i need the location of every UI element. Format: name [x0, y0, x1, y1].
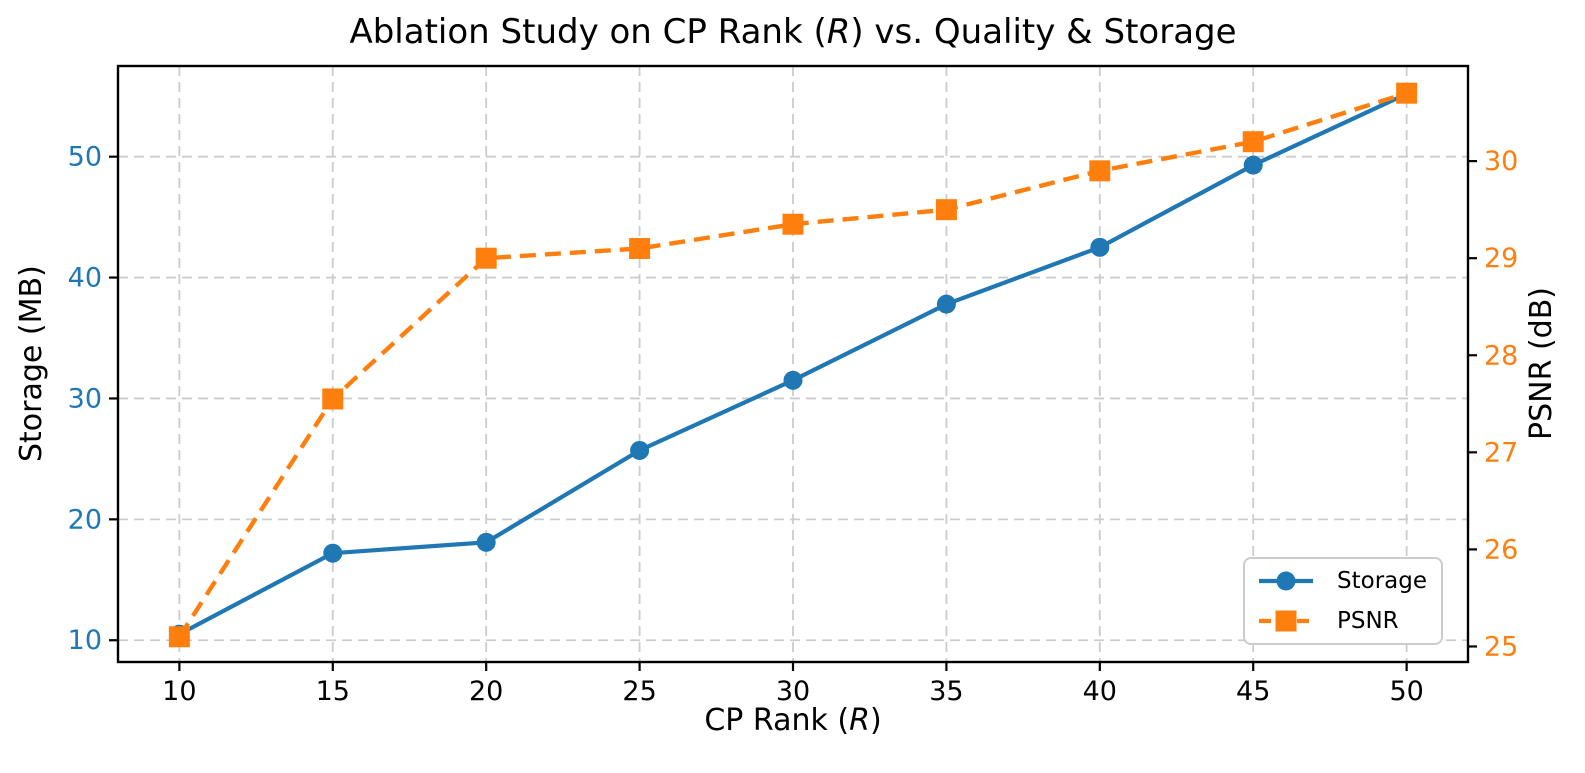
- legend-label: Storage: [1337, 568, 1427, 594]
- storage-marker: [476, 532, 496, 552]
- x-tick-label: 40: [1083, 676, 1117, 707]
- right-tick-label: 25: [1484, 631, 1518, 662]
- psnr-marker: [475, 247, 497, 269]
- left-tick-label: 20: [68, 504, 102, 535]
- storage-marker: [323, 543, 343, 563]
- left-tick-label: 30: [68, 383, 102, 414]
- x-tick-label: 25: [622, 676, 656, 707]
- psnr-marker: [629, 237, 651, 259]
- psnr-marker: [1242, 131, 1264, 153]
- storage-marker: [1243, 155, 1263, 175]
- legend-item-storage: Storage: [1257, 565, 1441, 597]
- x-tick-label: 45: [1236, 676, 1270, 707]
- psnr-line-sample-icon: [1259, 610, 1313, 632]
- right-axis-label: PSNR (dB): [1524, 287, 1559, 441]
- right-tick-label: 29: [1484, 243, 1518, 274]
- x-tick-label: 15: [316, 676, 350, 707]
- x-tick-label: 30: [776, 676, 810, 707]
- storage-marker: [630, 440, 650, 460]
- legend-item-psnr: PSNR: [1257, 605, 1441, 637]
- tick-marks: [109, 155, 1477, 671]
- right-tick-label: 30: [1484, 146, 1518, 177]
- psnr-marker: [322, 388, 344, 410]
- right-tick-label: 26: [1484, 534, 1518, 565]
- left-axis-label: Storage (MB): [14, 265, 49, 463]
- psnr-marker: [168, 626, 190, 648]
- tick-labels: 10 15 20 25 30 35 40 45 50 10 20 30 40 50 25 26 27 28 29 30: [68, 142, 1519, 707]
- chart-title: Ablation Study on CP Rank (R) vs. Qualit…: [349, 12, 1237, 52]
- x-axis-label: CP Rank (R): [704, 703, 882, 738]
- storage-marker: [783, 370, 803, 390]
- legend: Storage PSNR: [1243, 557, 1443, 645]
- right-tick-label: 27: [1484, 437, 1518, 468]
- storage-line-sample-icon: [1259, 571, 1313, 591]
- x-tick-label: 50: [1389, 676, 1423, 707]
- series-psnr: [168, 82, 1418, 648]
- psnr-sample-marker: [1275, 610, 1297, 632]
- legend-label: PSNR: [1337, 608, 1399, 634]
- storage-sample-marker: [1276, 571, 1296, 591]
- x-tick-label: 10: [162, 676, 196, 707]
- psnr-marker: [1396, 82, 1418, 104]
- left-tick-label: 40: [68, 263, 102, 294]
- psnr-marker: [782, 213, 804, 235]
- psnr-marker: [1089, 160, 1111, 182]
- storage-marker: [1090, 237, 1110, 257]
- left-tick-label: 10: [68, 625, 102, 656]
- x-tick-label: 35: [929, 676, 963, 707]
- x-tick-label: 20: [469, 676, 503, 707]
- storage-marker: [936, 294, 956, 314]
- psnr-marker: [935, 199, 957, 221]
- left-tick-label: 50: [68, 142, 102, 173]
- right-tick-label: 28: [1484, 340, 1518, 371]
